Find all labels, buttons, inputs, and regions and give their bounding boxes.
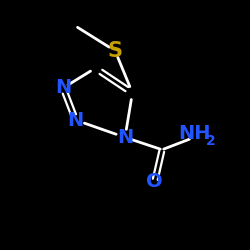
Text: N: N (68, 110, 84, 130)
Text: S: S (108, 41, 122, 61)
Text: O: O (146, 172, 163, 191)
Text: 2: 2 (206, 134, 216, 148)
Text: N: N (55, 78, 71, 98)
Text: NH: NH (178, 124, 210, 143)
Text: N: N (117, 128, 133, 147)
